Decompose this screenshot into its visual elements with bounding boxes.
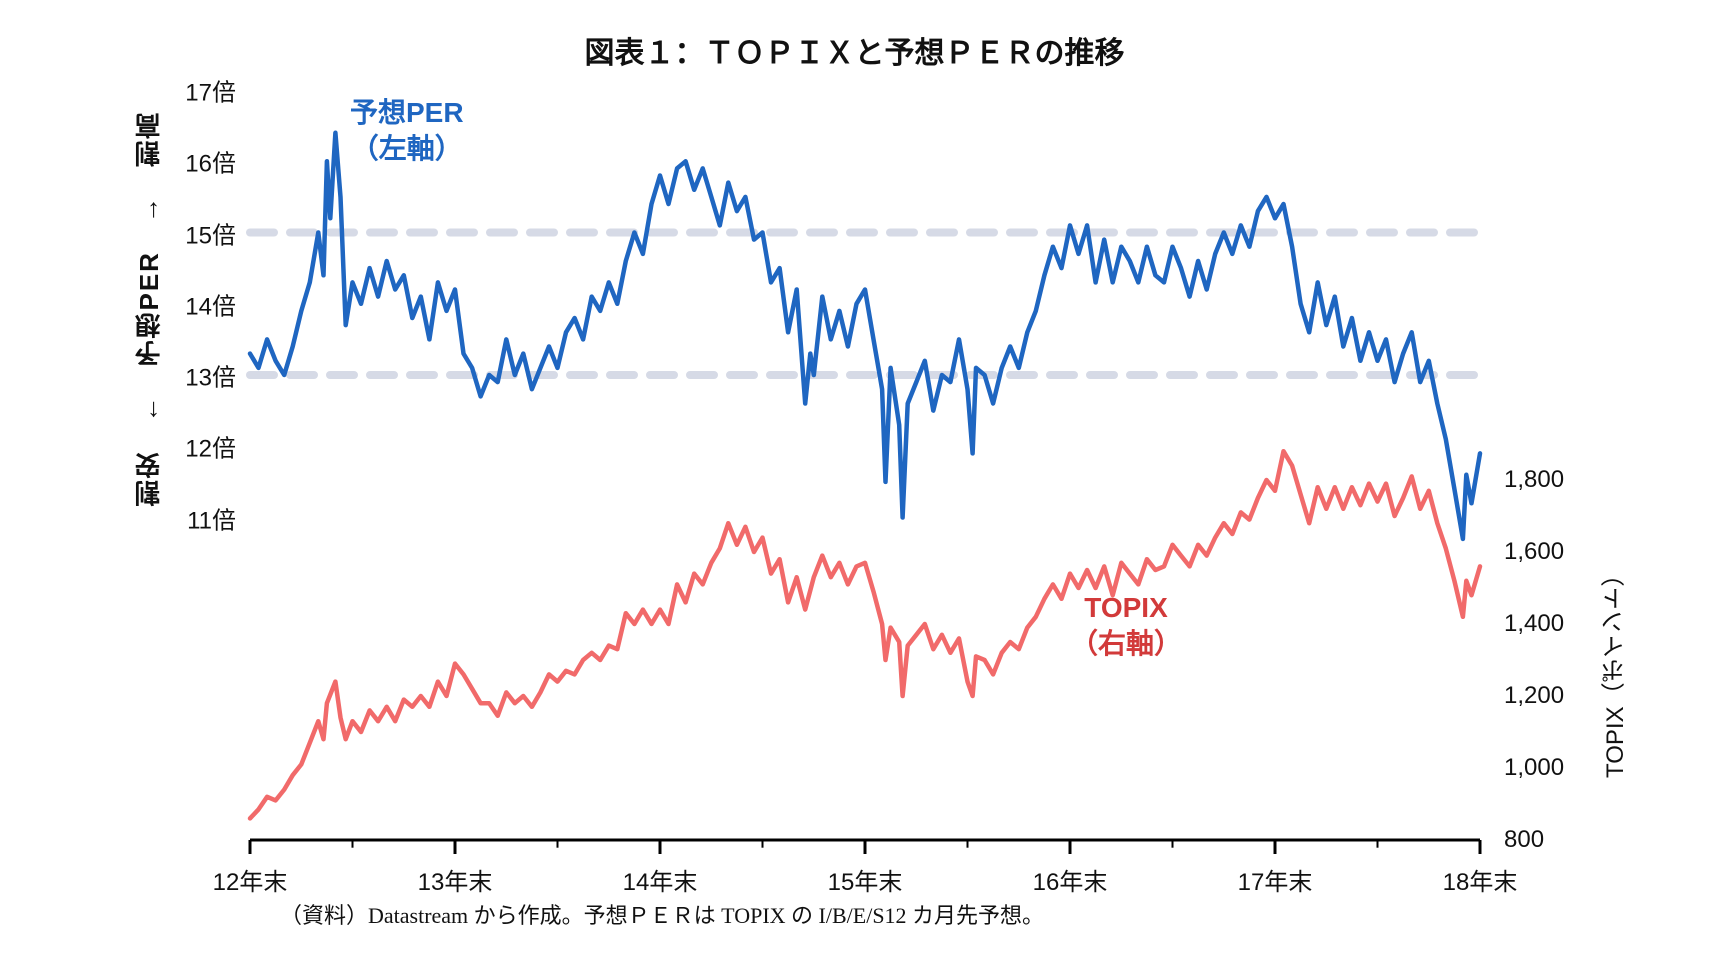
x-tick: 15年末 [828,862,903,897]
y2-tick: 1,800 [1504,466,1564,494]
x-tick: 14年末 [623,862,698,897]
y1-tick: 15倍 [185,215,236,250]
y2-tick: 1,400 [1504,610,1564,638]
x-tick: 13年末 [418,862,493,897]
y2-tick: 1,000 [1504,754,1564,782]
y1-tick: 16倍 [185,144,236,179]
y1-tick: 11倍 [187,500,236,535]
x-tick: 12年末 [213,862,288,897]
y1-tick: 14倍 [185,286,236,321]
y1-tick: 13倍 [185,358,236,393]
x-tick: 17年末 [1238,862,1313,897]
chart-plot [0,0,1709,964]
x-tick: 16年末 [1033,862,1108,897]
y1-tick: 17倍 [185,73,236,108]
series-topix-line [250,451,1480,818]
y2-tick: 1,200 [1504,682,1564,710]
y2-tick: 800 [1504,826,1544,854]
x-tick: 18年末 [1443,862,1518,897]
y2-tick: 1,600 [1504,538,1564,566]
y1-tick: 12倍 [185,429,236,464]
